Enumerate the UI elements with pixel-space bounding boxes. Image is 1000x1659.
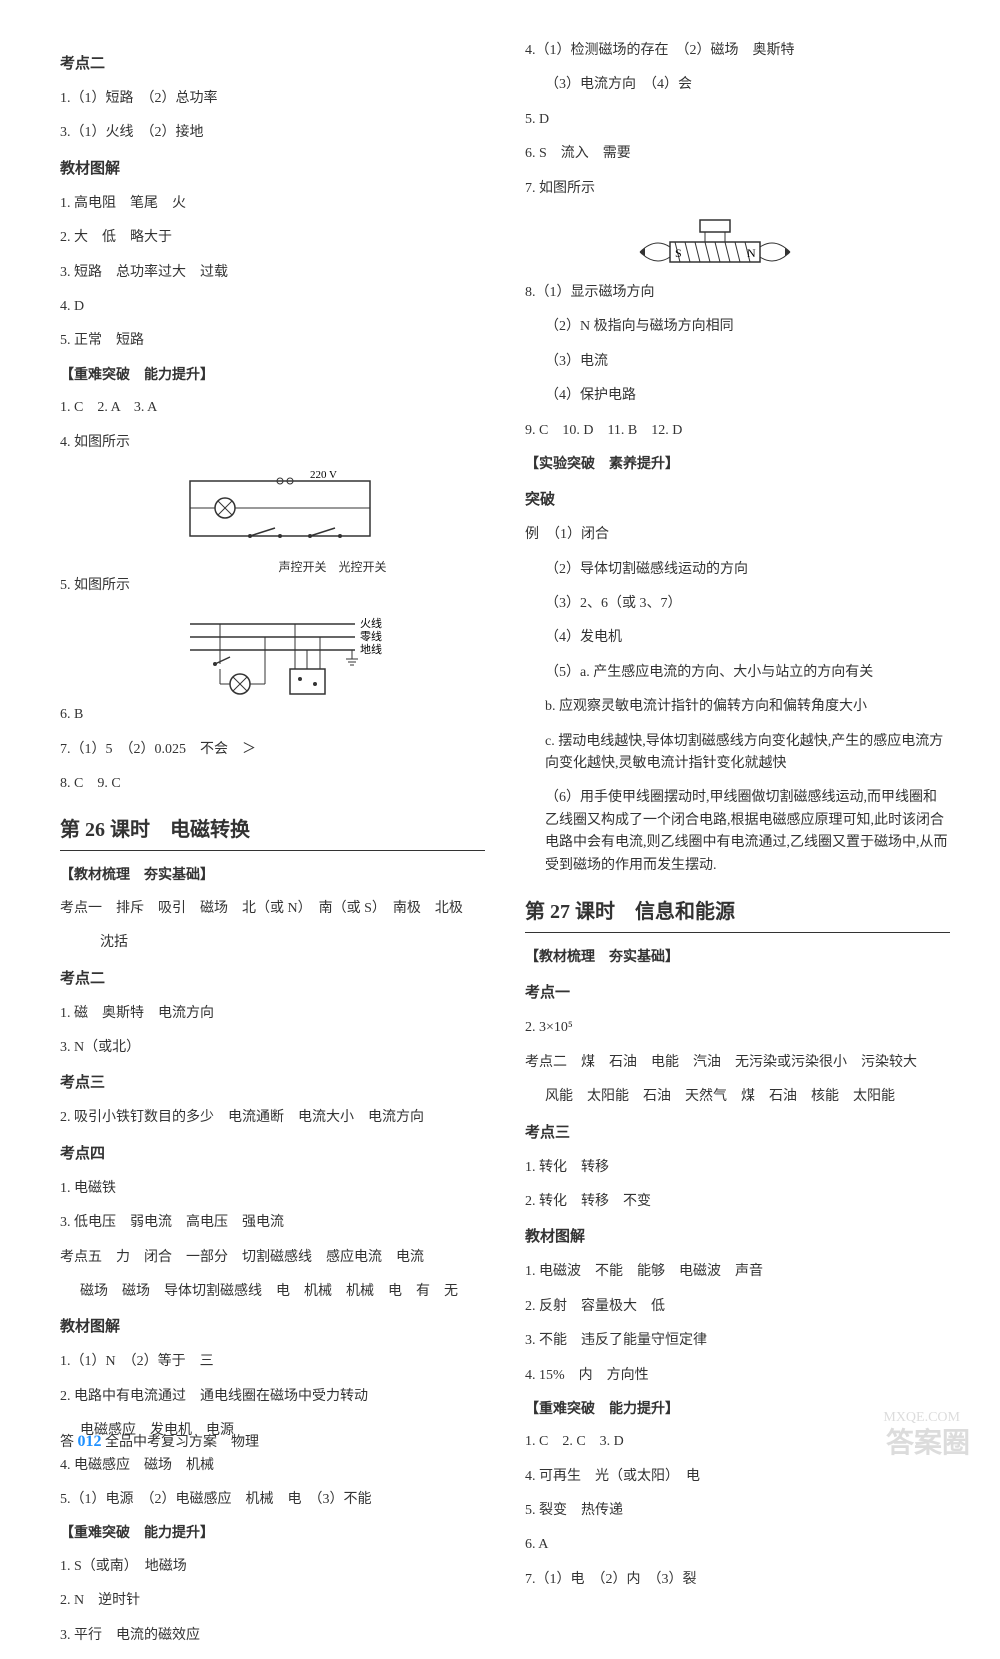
footer-suffix: 全品中考复习方案 物理 [105, 1435, 259, 1450]
znr5: 7.（1）电 （2）内 （3）裂 [525, 1569, 950, 1591]
kd3r-header: 考点三 [525, 1121, 950, 1145]
znr2: 4. 可再生 光（或太阳） 电 [525, 1466, 950, 1488]
jc4: 4. 电磁感应 磁场 机械 [60, 1455, 485, 1477]
kd5b: 磁场 磁场 导体切割磁感线 电 机械 机械 电 有 无 [60, 1281, 485, 1303]
svg-text:零线: 零线 [360, 629, 382, 643]
zn3: 3. 平行 电流的磁效应 [60, 1625, 485, 1647]
jiaocai2-header: 教材图解 [60, 1315, 485, 1339]
divider-1 [60, 850, 485, 851]
jiaocair-header: 教材图解 [525, 1225, 950, 1249]
left-j5: 5. 正常 短路 [60, 330, 485, 352]
kd4-title: 考点四 [60, 1142, 485, 1166]
kd3-title: 考点三 [60, 1071, 485, 1095]
li: 例 （1）闭合 [525, 524, 950, 546]
kd1: 考点一 排斥 吸引 磁场 北（或 N） 南（或 S） 南极 北极 [60, 898, 485, 920]
kd2-1: 1. 磁 奥斯特 电流方向 [60, 1003, 485, 1025]
kd2rb: 风能 太阳能 石油 天然气 煤 石油 核能 太阳能 [525, 1086, 950, 1108]
left-z4: 6. B [60, 704, 485, 726]
svg-text:S: S [675, 246, 682, 260]
svg-text:地线: 地线 [360, 642, 382, 656]
li5: （5）a. 产生感应电流的方向、大小与站立的方向有关 [525, 662, 950, 684]
left-l2: 3.（1）火线 （2）接地 [60, 122, 485, 144]
kd2-2: 3. N（或北） [60, 1037, 485, 1059]
r4: 7. 如图所示 [525, 178, 950, 200]
left-j3: 3. 短路 总功率过大 过载 [60, 262, 485, 284]
li4: （4）发电机 [525, 627, 950, 649]
circuit-svg-2: 火线 零线 地线 [180, 609, 400, 704]
watermark-url: MXQE.COM [883, 1410, 960, 1426]
jc2: 2. 电路中有电流通过 通电线圈在磁场中受力转动 [60, 1386, 485, 1408]
jc1: 1.（1）N （2）等于 三 [60, 1351, 485, 1373]
left-z2: 4. 如图所示 [60, 432, 485, 454]
li5c: c. 摆动电线越快,导体切割磁感线方向变化越快,产生的感应电流方向变化越快,灵敏… [525, 731, 950, 776]
zn1: 1. S（或南） 地磁场 [60, 1556, 485, 1578]
left-z6: 8. C 9. C [60, 773, 485, 795]
r3: 6. S 流入 需要 [525, 143, 950, 165]
left-j2: 2. 大 低 略大于 [60, 227, 485, 249]
left-z5: 7.（1）5 （2）0.025 不会 ＞ [60, 739, 485, 761]
r5d: （4）保护电路 [525, 385, 950, 407]
lesson-27-title: 第 27 课时 信息和能源 [525, 895, 950, 924]
zhongnan2-header: 【重难突破 能力提升】 [60, 1523, 485, 1545]
jcr1: 1. 电磁波 不能 能够 电磁波 声音 [525, 1261, 950, 1283]
r1: 4.（1）检测磁场的存在 （2）磁场 奥斯特 [525, 40, 950, 62]
diagram1-label: 声控开关 光控开关 [180, 558, 485, 575]
circuit-diagram-1: 220 V 声控开关 光控开关 [180, 466, 485, 575]
page-footer: 答 012 全品中考复习方案 物理 [60, 1431, 259, 1451]
kd2-title: 考点二 [60, 967, 485, 991]
kd3r-2: 2. 转化 转移 不变 [525, 1191, 950, 1213]
shuli2-header: 【教材梳理 夯实基础】 [525, 947, 950, 969]
jc5: 5.（1）电源 （2）电磁感应 机械 电 （3）不能 [60, 1489, 485, 1511]
zn2: 2. N 逆时针 [60, 1590, 485, 1612]
kd3-1: 2. 吸引小铁钉数目的多少 电流通断 电流大小 电流方向 [60, 1107, 485, 1129]
kd4-2: 3. 低电压 弱电流 高电压 强电流 [60, 1212, 485, 1234]
circuit-diagram-2: 火线 零线 地线 [180, 609, 485, 704]
shiyan-header: 【实验突破 素养提升】 [525, 454, 950, 476]
kd1r-header: 考点一 [525, 981, 950, 1005]
solenoid-diagram: S N [625, 212, 950, 282]
li2: （2）导体切割磁感线运动的方向 [525, 559, 950, 581]
r2: 5. D [525, 109, 950, 131]
left-z1: 1. C 2. A 3. A [60, 397, 485, 419]
r6: 9. C 10. D 11. B 12. D [525, 420, 950, 442]
jcr3: 3. 不能 违反了能量守恒定律 [525, 1330, 950, 1352]
kaodian2-header: 考点二 [60, 52, 485, 76]
left-z3: 5. 如图所示 [60, 575, 485, 597]
kd3r-1: 1. 转化 转移 [525, 1157, 950, 1179]
li6: （6）用手使甲线圈摆动时,甲线圈做切割磁感线运动,而甲线圈和乙线圈又构成了一个闭… [525, 787, 950, 877]
kd4-1: 1. 电磁铁 [60, 1178, 485, 1200]
circuit-svg-1: 220 V [180, 466, 380, 556]
kd5: 考点五 力 闭合 一部分 切割磁感线 感应电流 电流 [60, 1247, 485, 1269]
li3: （3）2、6（或 3、7） [525, 593, 950, 615]
left-j4: 4. D [60, 296, 485, 318]
r5c: （3）电流 [525, 351, 950, 373]
jiaocai1-header: 教材图解 [60, 157, 485, 181]
lesson-26-title: 第 26 课时 电磁转换 [60, 813, 485, 842]
voltage-label: 220 V [310, 469, 337, 481]
left-j1: 1. 高电阻 笔尾 火 [60, 193, 485, 215]
footer-prefix: 答 [60, 1435, 74, 1450]
left-column: 考点二 1.（1）短路 （2）总功率 3.（1）火线 （2）接地 教材图解 1.… [60, 40, 485, 1659]
kd2r: 考点二 煤 石油 电能 汽油 无污染或污染很小 污染较大 [525, 1052, 950, 1074]
divider-2 [525, 932, 950, 933]
r1b: （3）电流方向 （4）会 [525, 74, 950, 96]
r5: 8.（1）显示磁场方向 [525, 282, 950, 304]
svg-text:N: N [747, 246, 756, 260]
jcr4: 4. 15% 内 方向性 [525, 1365, 950, 1387]
zhongnan1-header: 【重难突破 能力提升】 [60, 365, 485, 387]
page-number: 012 [78, 1433, 102, 1450]
znr3: 5. 裂变 热传递 [525, 1500, 950, 1522]
tupo-header: 突破 [525, 488, 950, 512]
shuli1-header: 【教材梳理 夯实基础】 [60, 865, 485, 887]
znr4: 6. A [525, 1534, 950, 1556]
watermark-logo: 答案圈 [886, 1421, 970, 1461]
r5b: （2）N 极指向与磁场方向相同 [525, 316, 950, 338]
svg-text:火线: 火线 [360, 616, 382, 630]
jcr2: 2. 反射 容量极大 低 [525, 1296, 950, 1318]
solenoid-svg: S N [625, 212, 805, 282]
li5b: b. 应观察灵敏电流计指针的偏转方向和偏转角度大小 [525, 696, 950, 718]
kd1b: 沈括 [60, 932, 485, 954]
left-l1: 1.（1）短路 （2）总功率 [60, 88, 485, 110]
kd1r-1: 2. 3×10⁵ [525, 1017, 950, 1039]
